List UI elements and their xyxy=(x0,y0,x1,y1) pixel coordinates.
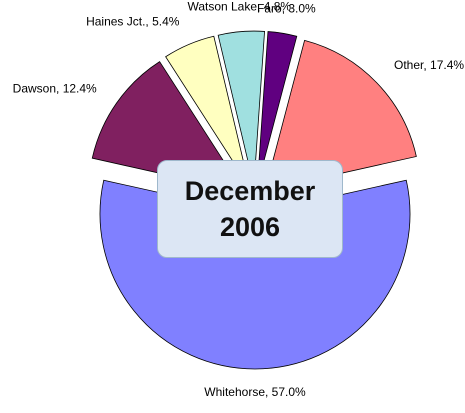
slice-value-label: 17.4% xyxy=(430,58,464,72)
pie-slice xyxy=(256,31,298,187)
chart-title: December 2006 xyxy=(157,160,343,258)
slice-label: Other, 17.4% xyxy=(394,58,464,72)
pie-slice xyxy=(217,30,265,187)
slice-value-label: 3.0% xyxy=(288,2,316,16)
slice-value-label: 4.8% xyxy=(264,0,292,14)
slice-value-label: 12.4% xyxy=(63,82,97,96)
pie-slice xyxy=(91,61,245,193)
slice-category: Dawson xyxy=(13,82,56,96)
slice-label: Haines Jct., 5.4% xyxy=(86,15,180,29)
slice-category: Whitehorse xyxy=(204,385,265,399)
slice-value-label: 5.4% xyxy=(152,15,180,29)
slice-label: Whitehorse, 57.0% xyxy=(204,385,306,399)
slice-label: Faro, 3.0% xyxy=(257,2,316,16)
pie-slice xyxy=(165,35,250,188)
slice-label: Dawson, 12.4% xyxy=(13,82,97,96)
slice-category: Faro xyxy=(257,2,282,16)
slice-category: Other xyxy=(394,58,424,72)
slice-category: Watson Lake xyxy=(187,0,257,14)
slice-label: Watson Lake, 4.8% xyxy=(187,0,291,14)
slice-value-label: 57.0% xyxy=(272,385,306,399)
slice-category: Haines Jct. xyxy=(86,15,145,29)
pie-slice xyxy=(264,39,417,191)
